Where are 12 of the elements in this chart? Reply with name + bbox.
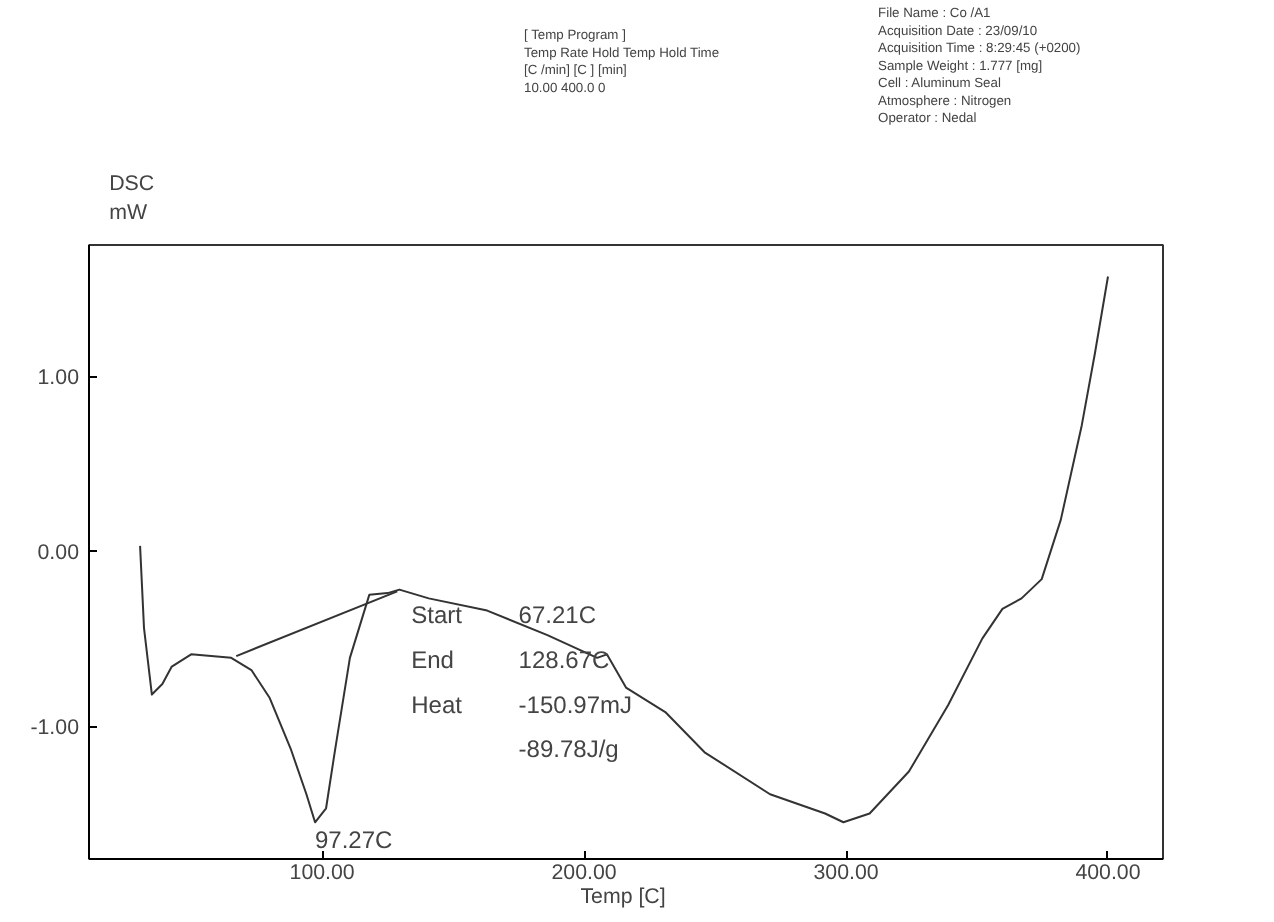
y-axis-title: DSC mW xyxy=(109,172,155,225)
x-tick-label: 200.00 xyxy=(551,861,617,885)
y-tick-label: -1.00 xyxy=(30,716,80,741)
x-axis-title: Temp [C] xyxy=(580,885,666,909)
annotation: 97.27C xyxy=(314,826,394,855)
annotation: Start End Heat xyxy=(411,601,464,719)
y-tick-label: 1.00 xyxy=(37,366,80,391)
annotation: 67.21C 128.67C -150.97mJ -89.78J/g xyxy=(518,601,633,764)
x-tick-label: 100.00 xyxy=(289,861,355,885)
x-tick-label: 300.00 xyxy=(813,861,879,885)
y-tick-label: 0.00 xyxy=(37,541,80,566)
x-tick-label: 400.00 xyxy=(1075,861,1141,885)
